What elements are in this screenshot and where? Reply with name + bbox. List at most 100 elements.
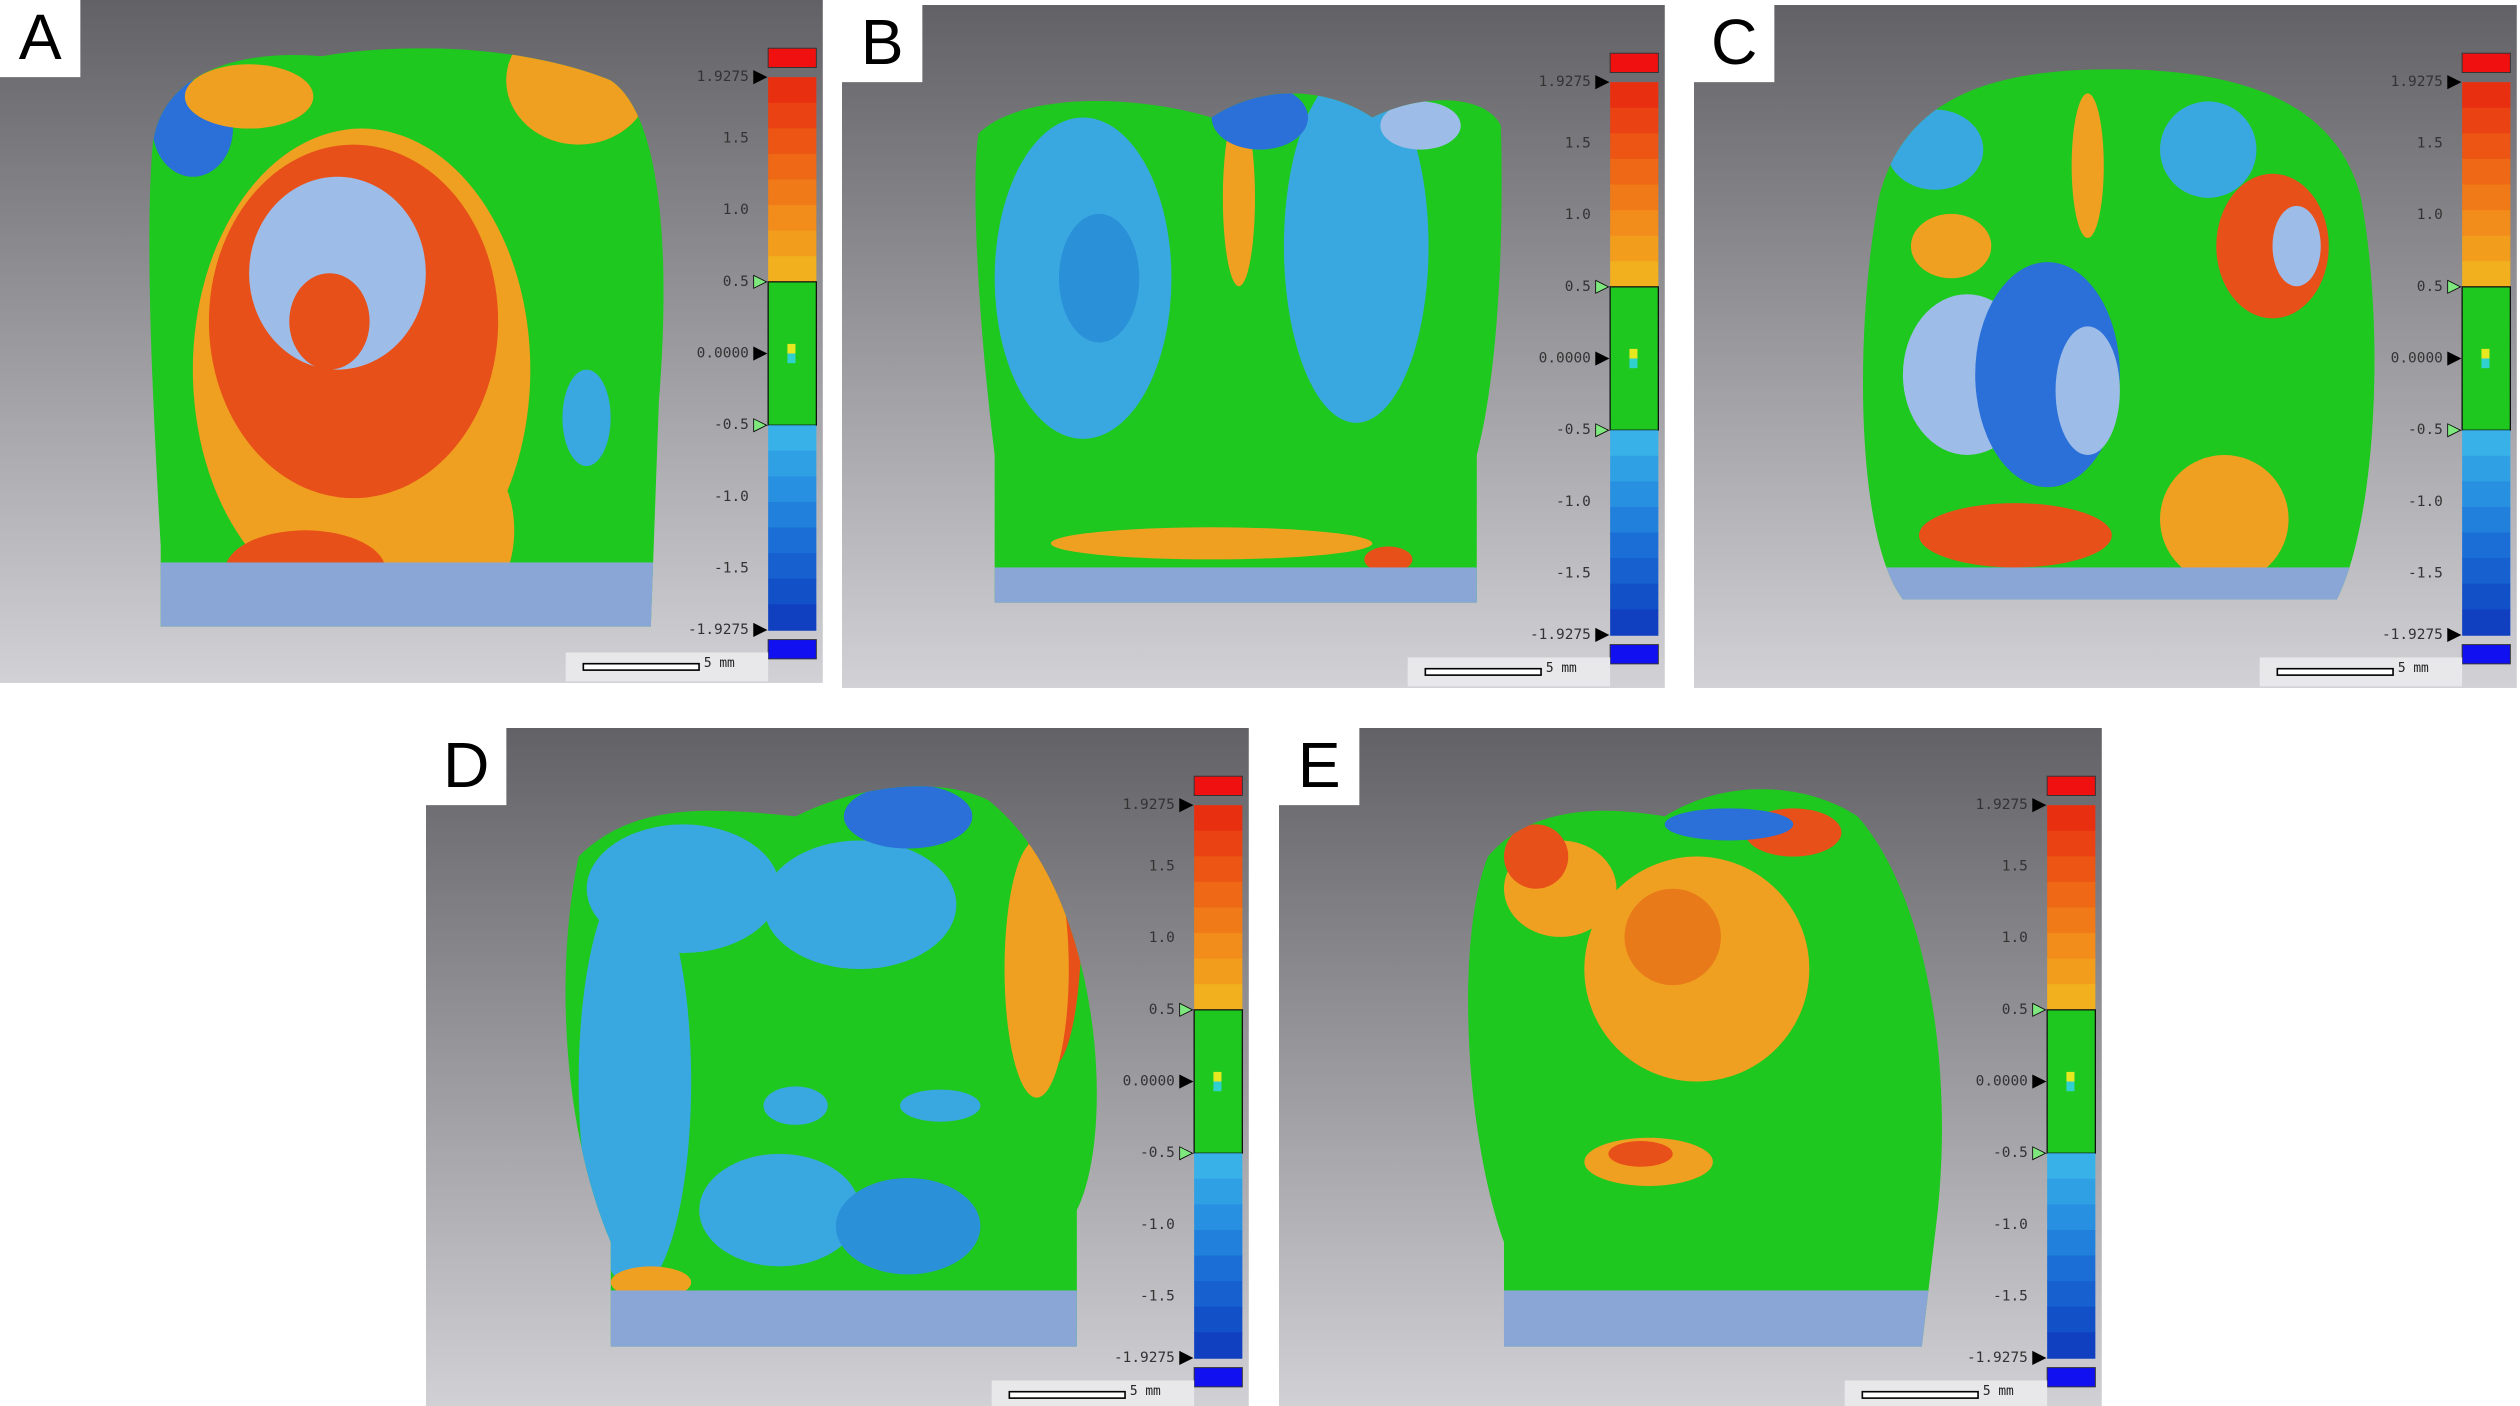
colorbar-marker [1595, 75, 1610, 90]
deviation-patch [578, 872, 692, 1291]
panel-label: A [19, 1, 62, 73]
colorbar-band [2047, 958, 2096, 986]
colorbar-band [2047, 1178, 2096, 1206]
deviation-patch [763, 1086, 828, 1125]
tooth [565, 786, 1097, 1347]
colorbar-marker [753, 70, 768, 85]
colorbar-yellow [1629, 348, 1638, 359]
colorbar-tick-label: 0.5 [723, 274, 749, 290]
colorbar-marker [1179, 1002, 1194, 1017]
colorbar-tick-label: -1.0 [1993, 1217, 2028, 1233]
colorbar-band [2462, 261, 2511, 288]
colorbar-top [1609, 52, 1659, 73]
tooth-base [149, 562, 664, 627]
colorbar-cyan [1213, 1081, 1222, 1092]
deviation-patch [1364, 546, 1413, 573]
deviation-patch [1608, 1140, 1673, 1167]
deviation-patch [2071, 93, 2104, 239]
colorbar-bottom [1193, 1367, 1243, 1388]
colorbar-band [1610, 558, 1659, 585]
colorbar-marker [2032, 1146, 2047, 1161]
deviation-patch [1624, 888, 1721, 986]
deviation-patch [2055, 326, 2120, 455]
colorbar-band [2047, 984, 2096, 1011]
scale-bar [1424, 667, 1542, 676]
colorbar-band [2462, 430, 2511, 457]
colorbar-band [1610, 184, 1659, 211]
deviation-patch [1050, 527, 1373, 560]
colorbar-marker [2032, 1002, 2047, 1017]
colorbar-band [1194, 1281, 1243, 1308]
colorbar-band [768, 128, 817, 155]
colorbar-yellow [2481, 348, 2490, 359]
colorbar-band [1194, 830, 1243, 858]
colorbar-marker [1595, 279, 1610, 294]
colorbar-marker [753, 346, 768, 361]
colorbar-band [1610, 455, 1659, 483]
colorbar-tick-label: 1.0 [723, 202, 749, 218]
colorbar-band [1610, 609, 1659, 636]
tooth [149, 48, 664, 627]
colorbar-band [1610, 107, 1659, 135]
deviation-patch [586, 824, 780, 953]
colorbar-marker [1179, 1146, 1194, 1161]
colorbar-cyan [787, 353, 796, 364]
colorbar-band [1610, 507, 1659, 534]
colorbar-marker [2032, 1350, 2047, 1366]
panel-label: E [1298, 729, 1341, 801]
colorbar-tick-label: -0.5 [714, 417, 749, 433]
colorbar-tick-label: 0.0000 [697, 346, 749, 362]
colorbar-band [2047, 1153, 2096, 1180]
panel: A 1.9275 1.5 1.0 0.5 0.0000 -0.5 -1.0 -1.5 -1.927… [0, 0, 823, 683]
colorbar-band [2462, 133, 2511, 160]
deviation-patch [900, 1089, 981, 1122]
colorbar-tick-label: 1.9275 [1976, 797, 2028, 813]
colorbar-marker [2032, 1074, 2047, 1089]
colorbar-cyan [2066, 1081, 2075, 1092]
colorbar-tick-label: 0.5 [1565, 279, 1591, 295]
colorbar-tick-label: 1.0 [1565, 207, 1591, 223]
colorbar-yellow [1213, 1071, 1222, 1082]
deviation-patch [1910, 213, 1992, 279]
colorbar-band [1610, 430, 1659, 457]
colorbar-band [768, 604, 817, 631]
colorbar-marker [753, 622, 768, 638]
colorbar-band [1610, 133, 1659, 160]
colorbar-band [2462, 507, 2511, 534]
label-box [426, 728, 507, 806]
colorbar-bottom [767, 639, 817, 660]
colorbar-band [2462, 481, 2511, 508]
deviation-patch [1222, 109, 1255, 287]
colorbar-marker [1179, 1074, 1194, 1089]
label-box [1279, 728, 1360, 806]
colorbar-band [768, 476, 817, 503]
colorbar-tick-label: 1.5 [2002, 858, 2028, 874]
colorbar-marker [753, 274, 768, 289]
colorbar-tick-label: 1.9275 [1539, 74, 1591, 90]
scale-label: 5 mm [1983, 1384, 2014, 1399]
scale-label: 5 mm [2398, 661, 2429, 676]
colorbar-bottom [2461, 644, 2511, 665]
colorbar-band [2047, 1332, 2096, 1359]
colorbar-band [1194, 1204, 1243, 1231]
colorbar-tick-label: -0.5 [2408, 422, 2443, 438]
deviation-patch [835, 1177, 981, 1275]
colorbar-tick-label: -0.5 [1556, 422, 1591, 438]
colorbar-band [1194, 907, 1243, 934]
colorbar-marker [2447, 627, 2462, 643]
colorbar-tick-label: 1.5 [2417, 135, 2443, 151]
colorbar-tick-label: 1.0 [2417, 207, 2443, 223]
colorbar-band [768, 102, 817, 130]
colorbar-tick-label: 0.5 [2002, 1002, 2028, 1018]
colorbar-tick-label: 1.5 [723, 130, 749, 146]
panel-label: D [443, 729, 489, 801]
deviation-patch [1004, 840, 1069, 1098]
deviation-patch [449, 466, 515, 595]
colorbar-tick-label: -1.9275 [1530, 627, 1591, 643]
colorbar-marker [2447, 423, 2462, 438]
deviation-patch [763, 840, 957, 970]
colorbar-band [768, 77, 817, 104]
tooth-base [565, 1290, 1097, 1347]
colorbar-marker [1595, 351, 1610, 366]
